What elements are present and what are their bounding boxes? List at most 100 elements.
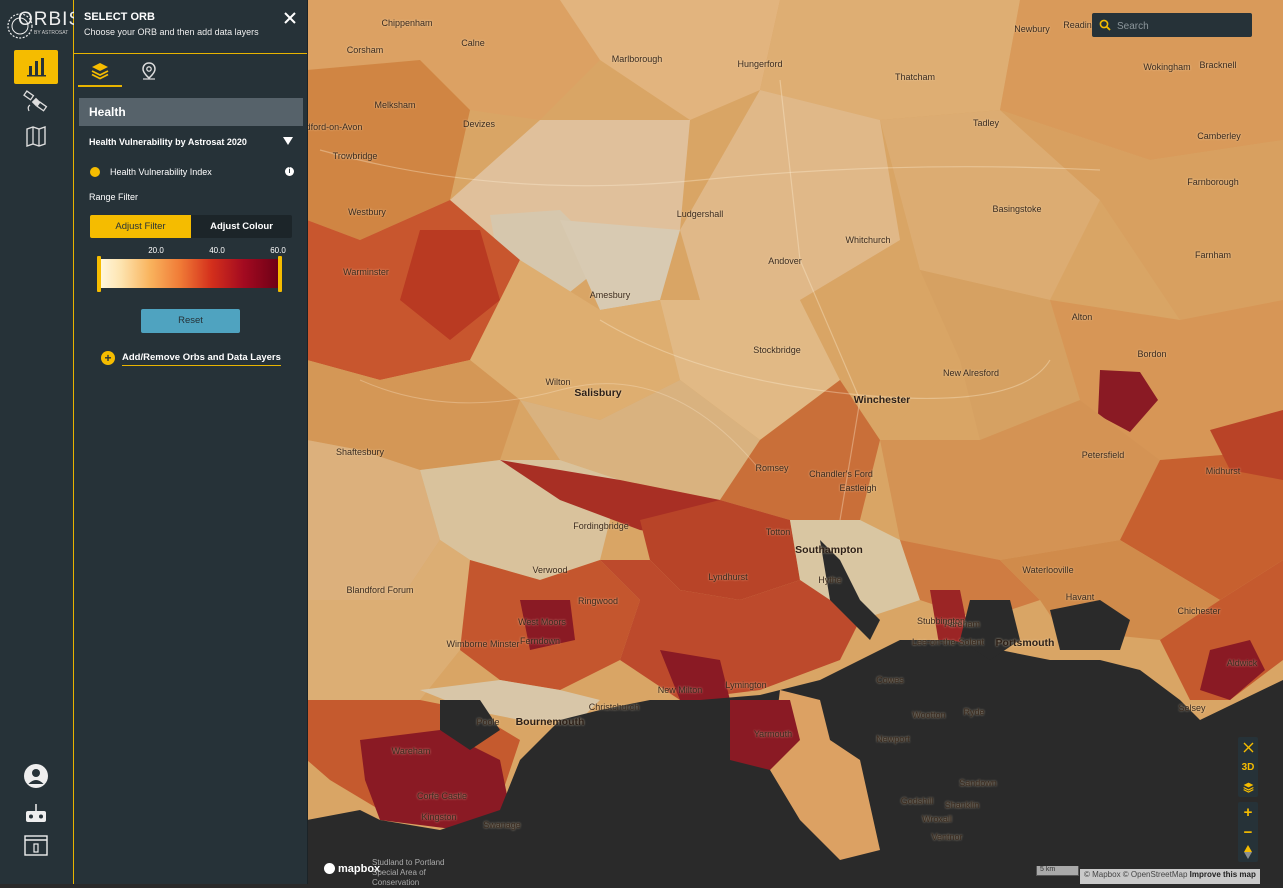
map-place-label: Farnham <box>1194 250 1232 260</box>
map-place-label: Wareham <box>391 746 431 756</box>
mapbox-logo[interactable]: mapbox <box>324 863 380 875</box>
map-search <box>1092 13 1252 37</box>
zoom-out-button[interactable]: − <box>1243 823 1253 841</box>
map-place-label: Ferndown <box>519 636 561 646</box>
map-place-label: Aldwick <box>1226 658 1258 668</box>
property-label[interactable]: Health Vulnerability Index <box>110 167 212 177</box>
map-place-label: New Alresford <box>942 368 1000 378</box>
layer-title[interactable]: Health Vulnerability by Astrosat 2020 <box>89 137 247 147</box>
panel-title: SELECT ORB <box>84 11 155 23</box>
add-remove-label: Add/Remove Orbs and Data Layers <box>122 352 281 366</box>
draw-tool-button[interactable] <box>1238 737 1258 757</box>
mapbox-icon <box>324 863 335 874</box>
draw-icon <box>1243 742 1253 752</box>
range-filter-label: Range Filter <box>89 192 139 202</box>
improve-map-link[interactable]: Improve this map <box>1189 870 1256 879</box>
search-input[interactable] <box>1115 17 1247 35</box>
map-place-label: Marlborough <box>611 54 663 64</box>
logo-subtext: BY ASTROSAT <box>34 30 69 36</box>
header-divider <box>74 53 307 54</box>
compass-button[interactable] <box>1238 842 1258 862</box>
range-min-handle[interactable] <box>97 256 101 292</box>
map-place-label: Bracknell <box>1199 60 1237 70</box>
left-rail: ORBIS BY ASTROSAT <box>0 0 81 884</box>
map-place-label: Calne <box>461 38 485 48</box>
map-place-label: Wilton <box>545 377 571 387</box>
map-place-label: Selsey <box>1178 703 1206 713</box>
map-place-label: Newport <box>876 734 910 744</box>
drone-icon <box>26 804 46 822</box>
mapbox-wordmark: mapbox <box>338 863 381 875</box>
map-place-label: Andover <box>768 256 802 266</box>
filter-colour-toggle: Adjust Filter Adjust Colour <box>90 215 292 238</box>
attribution-text[interactable]: © Mapbox © OpenStreetMap <box>1084 870 1188 879</box>
map-place-label: Reading <box>1063 20 1097 30</box>
zoom-in-button[interactable]: + <box>1243 803 1253 821</box>
map-place-label: Yarmouth <box>753 729 793 739</box>
map-place-label: Trowbridge <box>332 151 378 161</box>
map-place-label: Shanklin <box>944 800 980 810</box>
satellite-button[interactable] <box>14 85 58 119</box>
map-layers-button[interactable] <box>1238 777 1258 797</box>
panel-subtitle: Choose your ORB and then add data layers <box>84 27 259 37</box>
tick-label: 20.0 <box>148 246 164 255</box>
satellite-icon <box>23 90 48 112</box>
map-place-label: Tadley <box>972 118 1000 128</box>
close-panel-button[interactable] <box>283 9 297 31</box>
tick-label: 40.0 <box>209 246 225 255</box>
search-icon <box>1099 19 1111 31</box>
map-place-label: Blandford Forum <box>346 585 414 595</box>
map-place-label: Sandown <box>959 778 997 788</box>
logo-text: ORBIS <box>18 9 83 30</box>
layer-collapse-button[interactable] <box>283 136 293 148</box>
account-button[interactable] <box>14 759 58 793</box>
layers-icon <box>91 62 109 80</box>
map-place-label: Hythe <box>818 575 842 585</box>
scale-bar: 5 km <box>1036 866 1079 876</box>
orb-section-header[interactable]: Health <box>79 98 303 126</box>
map-icon <box>26 126 46 147</box>
map-place-label: Lyndhurst <box>708 572 748 582</box>
map-place-label: West Moors <box>518 617 566 627</box>
drone-button[interactable] <box>14 796 58 830</box>
map-place-label: Wootton <box>912 710 946 720</box>
close-icon <box>284 12 296 24</box>
map-place-label: Shaftesbury <box>335 447 385 457</box>
toggle-3d-button[interactable]: 3D <box>1241 761 1255 773</box>
map-place-label: Ryde <box>963 707 985 717</box>
reset-button[interactable]: Reset <box>141 309 240 333</box>
map-place-label: Wokingham <box>1143 62 1191 72</box>
map-place-label: Farnborough <box>1187 177 1239 187</box>
info-panel-button[interactable] <box>14 828 58 862</box>
map-place-label: Midhurst <box>1205 466 1241 476</box>
range-max-handle[interactable] <box>278 256 282 292</box>
map-place-label: Havant <box>1065 592 1095 602</box>
map-place-label: Portsmouth <box>995 637 1055 649</box>
map-place-label: Chandler's Ford <box>809 469 873 479</box>
tab-bookmarks[interactable] <box>127 56 171 85</box>
adjust-colour-button[interactable]: Adjust Colour <box>191 215 292 238</box>
info-icon[interactable]: i <box>285 167 294 176</box>
map-place-label: Basingstoke <box>992 204 1042 214</box>
colour-ramp <box>99 259 280 288</box>
analysis-icon <box>27 58 46 77</box>
tick-label: 60.0 <box>270 246 286 255</box>
zoom-controls: + − <box>1238 802 1258 862</box>
property-radio[interactable] <box>90 167 100 177</box>
analysis-button[interactable] <box>14 50 58 84</box>
map-place-label: Fareham <box>943 619 981 629</box>
map-place-label: Bournemouth <box>515 716 585 728</box>
tab-layers[interactable] <box>78 56 122 87</box>
map-place-label: Verwood <box>532 565 568 575</box>
panel-header: SELECT ORB Choose your ORB and then add … <box>84 11 259 37</box>
adjust-filter-button[interactable]: Adjust Filter <box>90 215 191 238</box>
compass-icon <box>1244 845 1252 859</box>
map-place-label: Salisbury <box>574 387 622 399</box>
map-place-label: Newbury <box>1014 24 1050 34</box>
account-icon <box>24 764 48 788</box>
orb-section-label: Health <box>89 105 126 119</box>
map-style-button[interactable] <box>14 119 58 153</box>
map-place-label: Swanage <box>483 820 521 830</box>
